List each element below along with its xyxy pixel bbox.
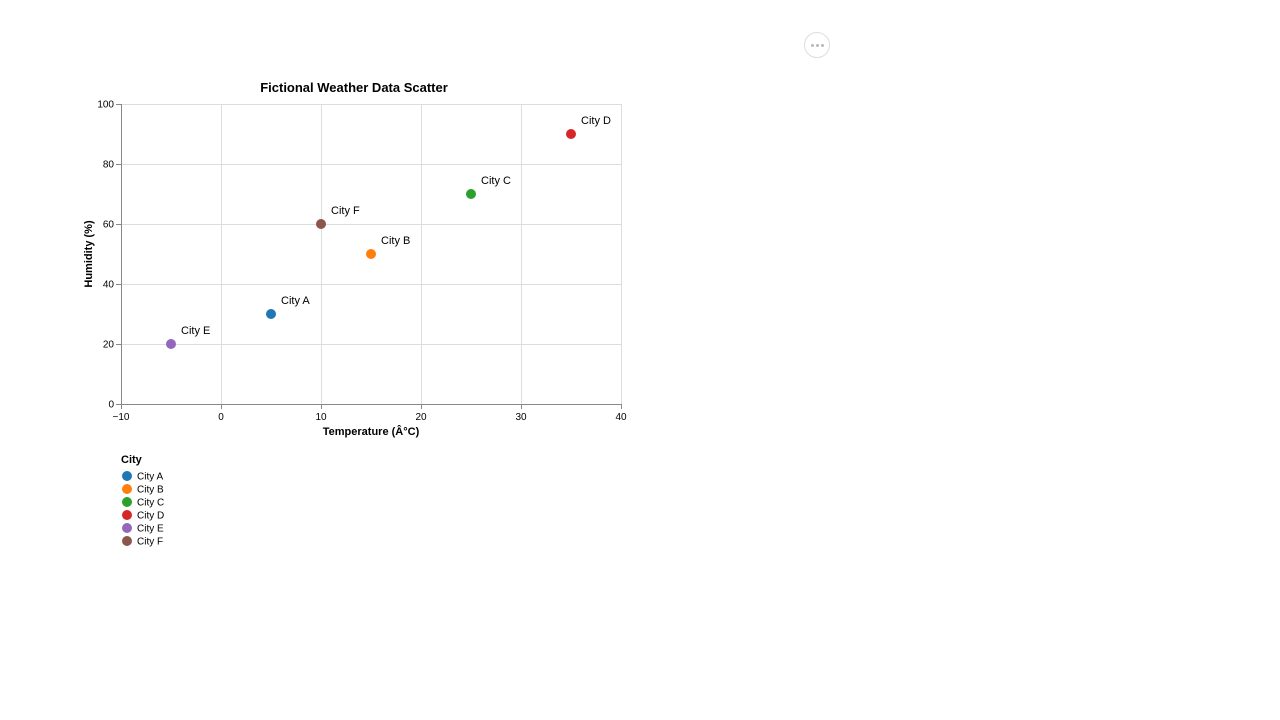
point-label: City D bbox=[581, 115, 611, 127]
legend-symbol bbox=[122, 484, 132, 494]
legend-title: City bbox=[121, 454, 143, 466]
legend-label: City C bbox=[137, 498, 164, 509]
x-axis-title: Temperature (Â°C) bbox=[323, 425, 420, 438]
chart-actions-menu-button[interactable] bbox=[804, 32, 830, 58]
x-tick-label: 10 bbox=[315, 412, 327, 423]
legend-label: City F bbox=[137, 537, 163, 548]
ellipsis-icon-dot bbox=[820, 43, 824, 47]
y-tick-label: 20 bbox=[103, 340, 115, 351]
chart-title: Fictional Weather Data Scatter bbox=[260, 80, 448, 95]
x-tick-label: 20 bbox=[415, 412, 427, 423]
x-tick-label: 30 bbox=[515, 412, 527, 423]
data-point bbox=[166, 339, 176, 349]
point-label: City E bbox=[181, 325, 210, 337]
data-point bbox=[466, 189, 476, 199]
legend-label: City A bbox=[137, 472, 163, 483]
data-point bbox=[266, 309, 276, 319]
data-point bbox=[566, 129, 576, 139]
x-tick-label: 40 bbox=[615, 412, 627, 423]
data-point bbox=[316, 219, 326, 229]
legend-label: City D bbox=[137, 511, 164, 522]
legend-symbol bbox=[122, 523, 132, 533]
point-label: City A bbox=[281, 295, 310, 307]
point-label: City F bbox=[331, 205, 360, 217]
legend-symbol bbox=[122, 536, 132, 546]
legend-label: City B bbox=[137, 485, 164, 496]
ellipsis-icon bbox=[810, 43, 814, 47]
y-tick-label: 0 bbox=[108, 400, 114, 411]
data-point bbox=[366, 249, 376, 259]
y-tick-label: 60 bbox=[103, 220, 115, 231]
legend-symbol bbox=[122, 510, 132, 520]
legend-symbol bbox=[122, 471, 132, 481]
x-tick-label: −10 bbox=[113, 412, 130, 423]
x-tick-label: 0 bbox=[218, 412, 224, 423]
point-label: City B bbox=[381, 235, 410, 247]
y-axis-title: Humidity (%) bbox=[83, 220, 95, 288]
y-tick-label: 100 bbox=[97, 100, 114, 111]
legend-label: City E bbox=[137, 524, 164, 535]
point-label: City C bbox=[481, 175, 511, 187]
data-points: City A City B City C City D City E City F bbox=[166, 115, 611, 349]
ellipsis-icon-dot bbox=[815, 43, 819, 47]
y-tick-label: 40 bbox=[103, 280, 115, 291]
legend: City City A City B City C City D City E City … bbox=[121, 454, 164, 548]
legend-symbol bbox=[122, 497, 132, 507]
y-tick-label: 80 bbox=[103, 160, 115, 171]
